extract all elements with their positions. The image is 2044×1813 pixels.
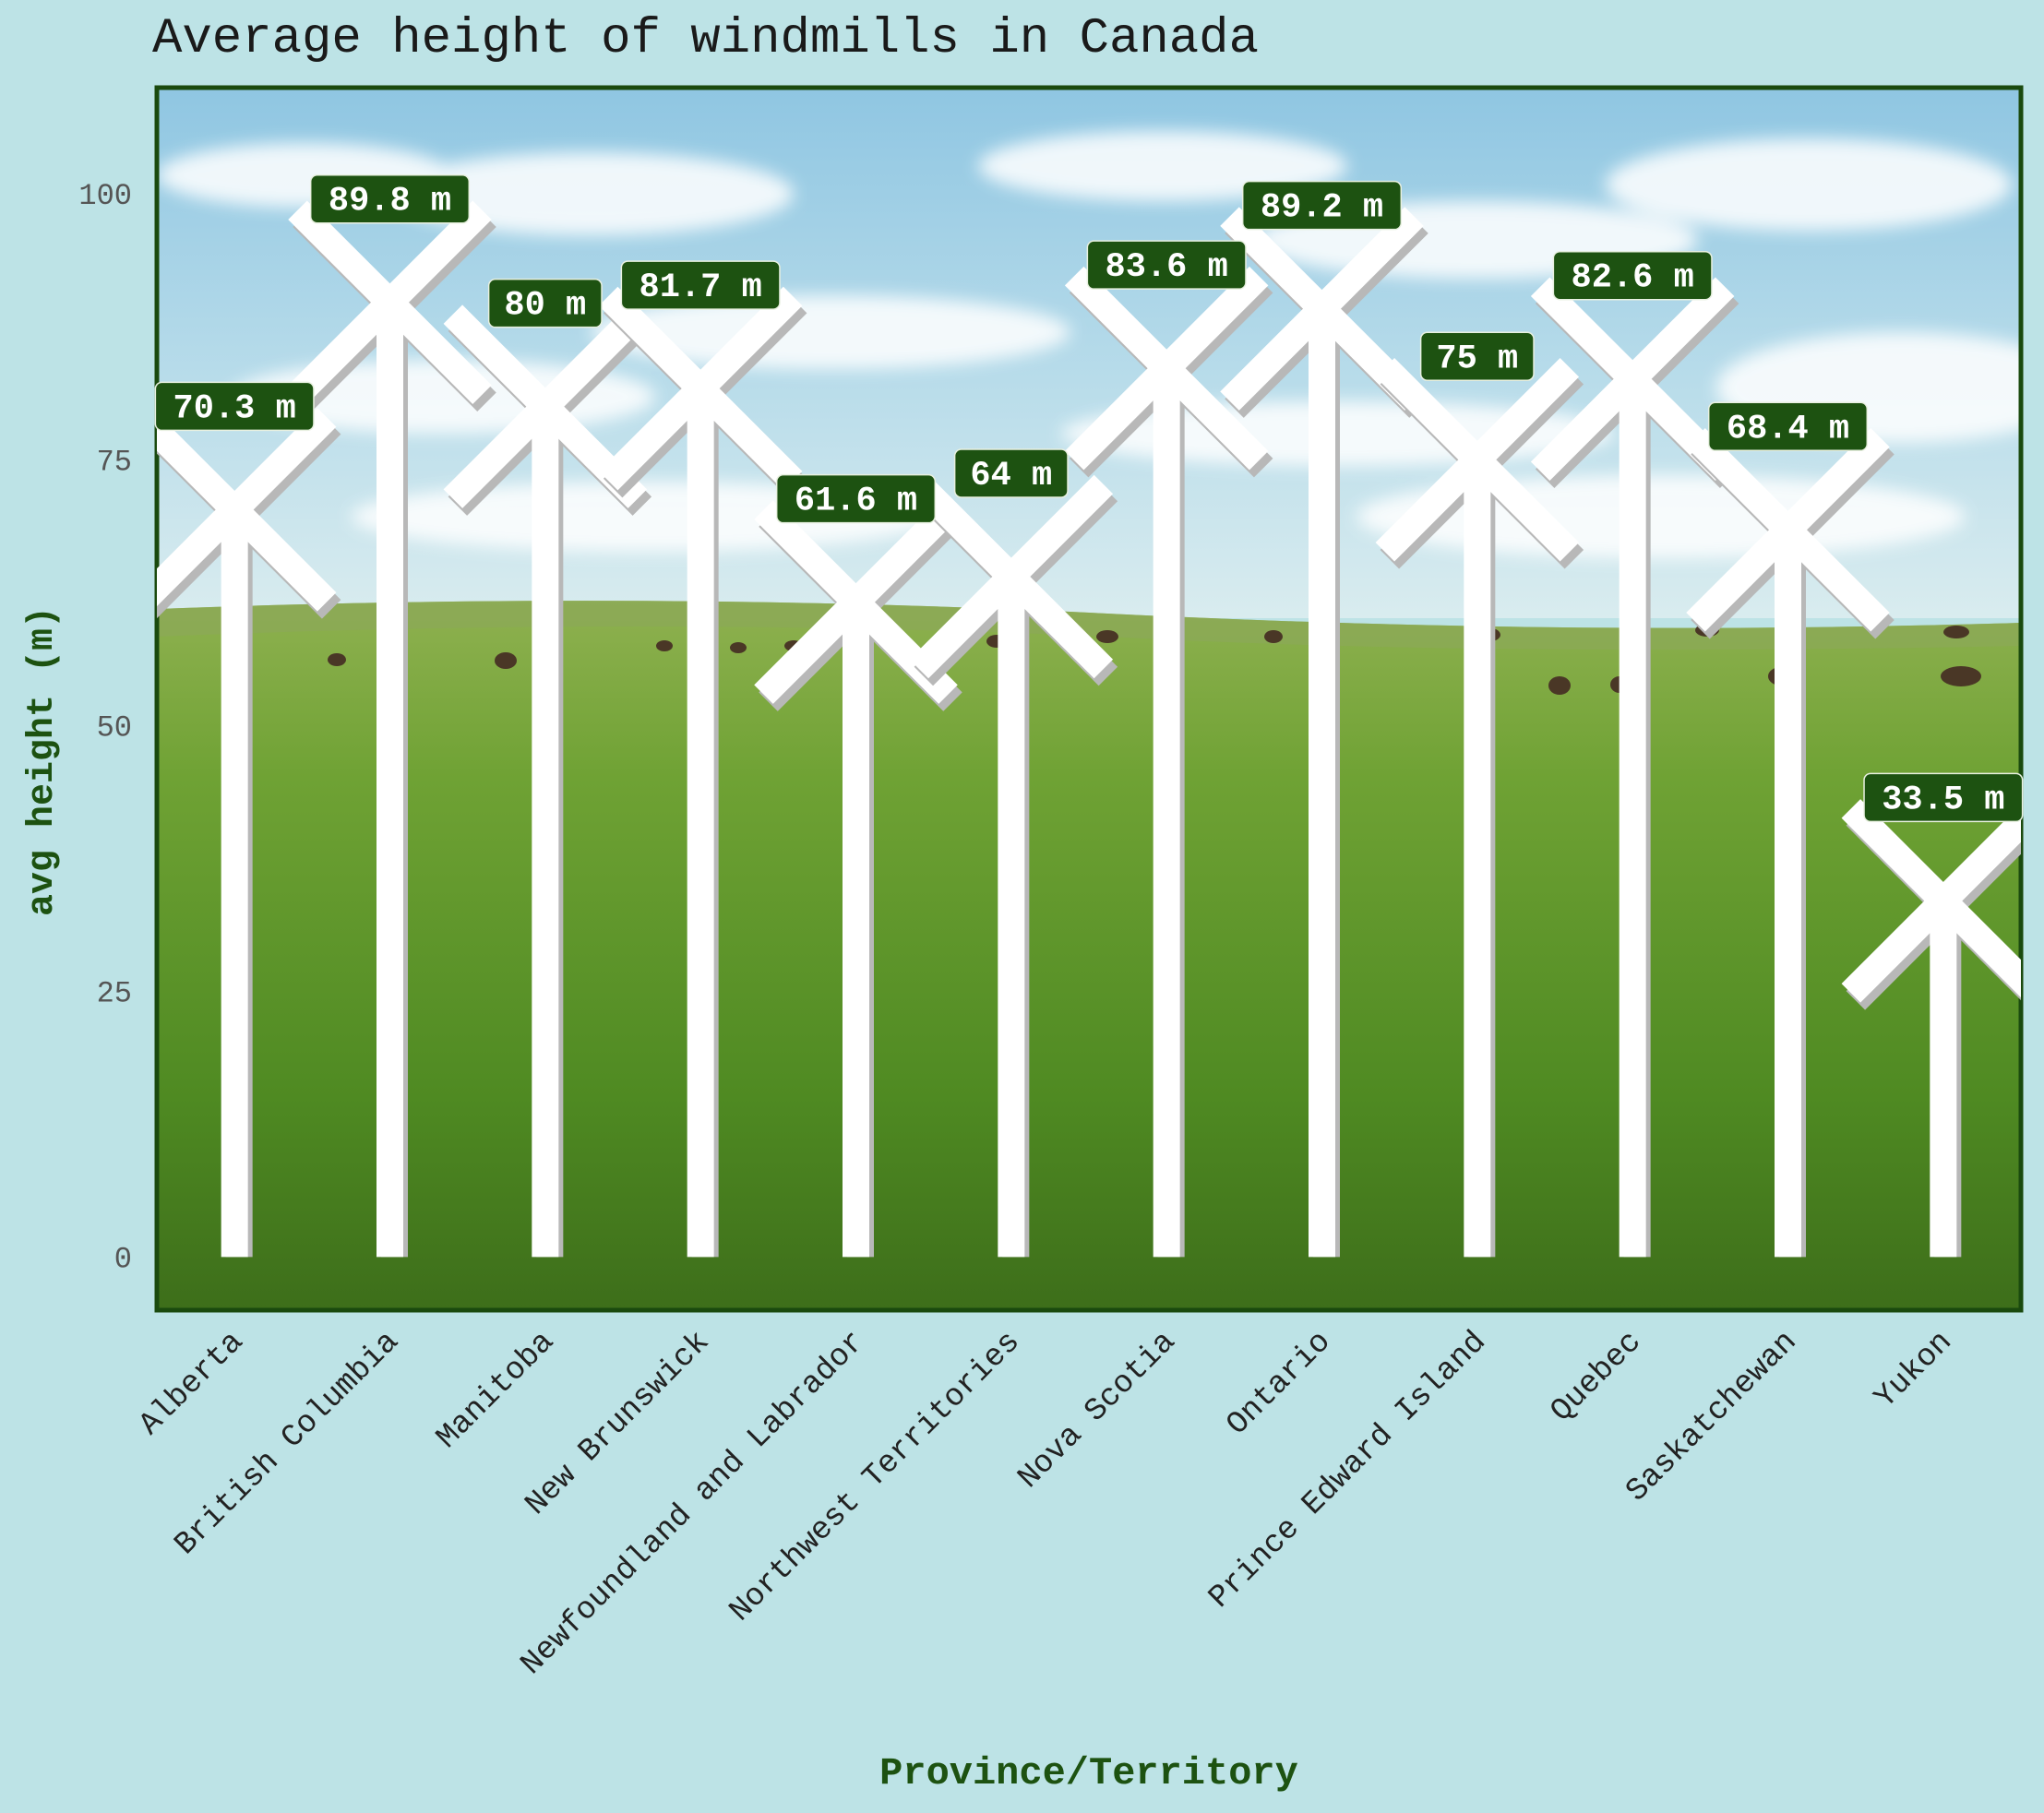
value-label: 64 m — [953, 448, 1069, 498]
value-label-box — [620, 260, 781, 310]
value-label-text: 75 m — [1436, 340, 1518, 378]
windmill-bar — [598, 286, 807, 1258]
windmill-bar — [1064, 266, 1273, 1258]
x-tick-label: Yukon — [1869, 1325, 1960, 1416]
value-label-text: 89.8 m — [329, 183, 451, 221]
value-label: 70.3 m — [154, 381, 315, 432]
value-label-text: 33.5 m — [1882, 781, 2004, 819]
value-label: 83.6 m — [1086, 240, 1247, 290]
windmill-blade — [1530, 277, 1735, 481]
x-tick-label: Ontario — [1220, 1325, 1338, 1443]
windmill-bar — [1841, 799, 2021, 1258]
value-label-text: 70.3 m — [173, 389, 296, 428]
value-label: 80 m — [487, 278, 603, 328]
x-tick-label: Prince Edward Island — [1202, 1325, 1493, 1616]
windmill-blade — [1686, 428, 1890, 632]
value-label-text: 89.2 m — [1261, 189, 1383, 228]
value-label: 89.8 m — [309, 173, 471, 224]
windmill-blade — [1841, 804, 2021, 1003]
value-label-box — [309, 173, 471, 224]
value-label: 81.7 m — [620, 260, 781, 310]
windmill-blade — [1375, 358, 1580, 562]
windmill-blade — [157, 408, 337, 607]
x-tick-label: Nova Scotia — [1011, 1325, 1183, 1497]
value-label-text: 81.7 m — [639, 268, 762, 307]
x-tick-label: Northwest Territories — [723, 1325, 1028, 1629]
y-tick-label: 50 — [97, 710, 132, 745]
value-label: 75 m — [1419, 331, 1535, 382]
value-label-box — [1419, 331, 1535, 382]
x-axis-title: Province/Territory — [879, 1751, 1298, 1795]
y-axis-title: avg height (m) — [22, 606, 64, 916]
windmill-blade — [598, 286, 803, 491]
value-label: 61.6 m — [775, 473, 937, 524]
value-label-text: 68.4 m — [1727, 410, 1849, 448]
windmill-blade — [1064, 266, 1269, 471]
value-label-box — [1707, 401, 1869, 452]
plot-panel-border — [154, 85, 2024, 1313]
value-label: 82.6 m — [1552, 250, 1713, 301]
x-tick-label: Saskatchewan — [1620, 1325, 1804, 1509]
windmill-bar — [1375, 358, 1584, 1258]
value-label-box — [1241, 180, 1403, 231]
value-label-box — [1863, 772, 2024, 823]
y-tick-label: 75 — [97, 445, 132, 479]
value-label: 89.2 m — [1241, 180, 1403, 231]
value-label: 68.4 m — [1707, 401, 1869, 452]
value-label-text: 64 m — [970, 457, 1052, 495]
chart-title: Average height of windmills in Canada — [152, 11, 1259, 67]
value-label-text: 61.6 m — [795, 483, 917, 521]
windmill-bar — [157, 408, 341, 1258]
windmill-blade — [1220, 207, 1424, 411]
value-label-box — [487, 278, 603, 328]
windmill-marks — [157, 200, 2021, 1258]
windmill-bar — [1220, 207, 1428, 1258]
y-tick-label: 100 — [78, 179, 132, 213]
y-tick-label: 0 — [114, 1242, 132, 1276]
windmill-bar — [288, 200, 496, 1258]
value-label-text: 83.6 m — [1106, 248, 1228, 287]
x-tick-label: Newfoundland and Labrador — [515, 1325, 873, 1683]
windmill-bar — [1686, 428, 1895, 1258]
windmill-blade — [754, 500, 958, 704]
value-label-box — [953, 448, 1069, 498]
value-labels: 70.3 m 89.8 m 80 m 81.7 m 61.6 m 64 m 83.6 m 89… — [154, 173, 2024, 823]
windmill-blade — [443, 304, 648, 508]
x-tick-label: Quebec — [1545, 1325, 1649, 1429]
value-label-text: 80 m — [504, 287, 586, 326]
y-axis-ticks: 0 25 50 75 100 — [78, 179, 132, 1276]
value-label-text: 82.6 m — [1572, 259, 1694, 298]
value-label-box — [154, 381, 315, 432]
value-label-box — [1086, 240, 1247, 290]
x-tick-label: Manitoba — [430, 1325, 561, 1456]
windmill-bar — [909, 474, 1118, 1258]
value-label: 33.5 m — [1863, 772, 2024, 823]
windmill-blade — [288, 200, 492, 404]
value-label-box — [775, 473, 937, 524]
windmill-blade — [909, 474, 1114, 679]
y-tick-label: 25 — [97, 976, 132, 1010]
x-tick-label: Alberta — [133, 1325, 251, 1443]
value-label-box — [1552, 250, 1713, 301]
